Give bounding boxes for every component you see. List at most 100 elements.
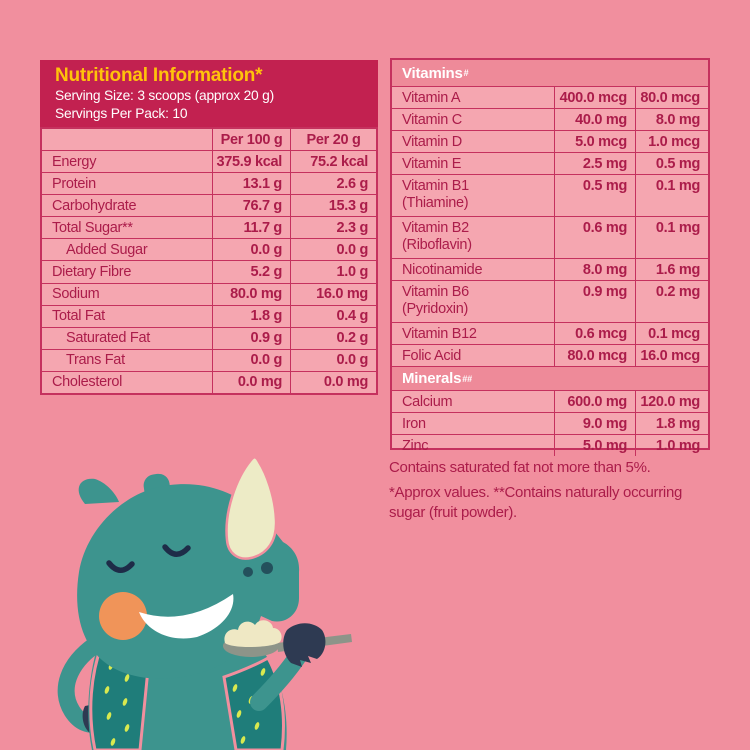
table-row-folic-acid: Folic Acid 80.0 mcg 16.0 mcg: [392, 344, 708, 366]
row-value-per20g: 16.0 mcg: [635, 345, 708, 366]
row-value-per20g: 120.0 mg: [635, 391, 708, 412]
row-value-per100g: 0.6 mcg: [554, 323, 635, 344]
table-row-trans-fat: Trans Fat 0.0 g 0.0 g: [42, 348, 376, 371]
row-value-per20g: 0.0 mg: [290, 371, 376, 393]
row-value-per20g: 0.4 g: [290, 305, 376, 327]
row-label: Vitamin A: [402, 89, 461, 106]
row-label: Zinc: [402, 437, 429, 454]
nutrition-table: Per 100 g Per 20 g Energy 375.9 kcal 75.…: [40, 127, 378, 395]
row-value-per20g: 0.0 g: [290, 349, 376, 371]
row-value-per100g: 76.7 g: [212, 195, 290, 217]
rhino-nostril: [243, 567, 253, 577]
table-row-calcium: Calcium 600.0 mg 120.0 mg: [392, 390, 708, 412]
row-value-per20g: 1.0 mcg: [635, 131, 708, 152]
vitamins-header-label: Vitamins: [402, 64, 463, 82]
row-label: Total Fat: [52, 308, 105, 325]
row-label: Trans Fat: [66, 352, 125, 369]
row-value-per100g: 80.0 mg: [212, 283, 290, 305]
nutritional-info-title: Nutritional Information*: [55, 65, 263, 86]
table-row-total-fat: Total Fat 1.8 g 0.4 g: [42, 304, 376, 327]
footnote-saturated-fat: Contains saturated fat not more than 5%.: [389, 459, 651, 476]
row-value-per100g: 0.0 mg: [212, 371, 290, 393]
table-row-zinc: Zinc 5.0 mg 1.0 mg: [392, 434, 708, 456]
row-label: Protein: [52, 175, 96, 192]
table-row-vitamin-c: Vitamin C 40.0 mg 8.0 mg: [392, 108, 708, 130]
row-label: Cholesterol: [52, 374, 123, 391]
row-value-per20g: 1.6 mg: [635, 259, 708, 280]
row-value-per100g: 0.9 g: [212, 327, 290, 349]
row-value-per100g: 0.5 mg: [554, 175, 635, 216]
rhino-smile: [139, 594, 234, 639]
row-value-per100g: 0.0 g: [212, 349, 290, 371]
row-value-per20g: 0.1 mg: [635, 217, 708, 258]
minerals-section-header: Minerals ##: [392, 366, 708, 390]
row-value-per20g: 0.1 mcg: [635, 323, 708, 344]
row-value-per20g: 2.3 g: [290, 217, 376, 239]
header-spacer: [42, 129, 212, 150]
table-row-vitamin-b6: Vitamin B6 (Pyridoxin) 0.9 mg 0.2 mg: [392, 280, 708, 322]
row-value-per100g: 5.0 mg: [554, 435, 635, 456]
row-value-per100g: 13.1 g: [212, 173, 290, 195]
row-value-per20g: 0.1 mg: [635, 175, 708, 216]
table-row-vitamin-b1: Vitamin B1 (Thiamine) 0.5 mg 0.1 mg: [392, 174, 708, 216]
row-value-per20g: 2.6 g: [290, 173, 376, 195]
table-row-saturated-fat: Saturated Fat 0.9 g 0.2 g: [42, 326, 376, 349]
row-value-per100g: 11.7 g: [212, 217, 290, 239]
row-label: Iron: [402, 415, 426, 432]
table-row-sodium: Sodium 80.0 mg 16.0 mg: [42, 282, 376, 305]
row-label: Sodium: [52, 286, 100, 303]
row-label: Calcium: [402, 393, 453, 410]
table-row-carbohydrate: Carbohydrate 76.7 g 15.3 g: [42, 194, 376, 217]
row-value-per100g: 80.0 mcg: [554, 345, 635, 366]
row-value-per20g: 75.2 kcal: [290, 151, 376, 173]
footnotes: Contains saturated fat not more than 5%.…: [389, 458, 719, 523]
row-value-per100g: 5.2 g: [212, 261, 290, 283]
row-value-per20g: 0.2 mg: [635, 281, 708, 322]
footnote-approx-values: *Approx values. **Contains naturally occ…: [389, 484, 683, 521]
table-row-energy: Energy 375.9 kcal 75.2 kcal: [42, 150, 376, 173]
table-row-protein: Protein 13.1 g 2.6 g: [42, 172, 376, 195]
row-value-per20g: 1.0 g: [290, 261, 376, 283]
rhino-cheek: [99, 592, 147, 640]
row-label: Vitamin C: [402, 111, 462, 128]
rhino-illustration: [57, 456, 352, 750]
row-label: Dietary Fibre: [52, 264, 132, 280]
servings-per-pack-text: Servings Per Pack: 10: [55, 105, 188, 121]
serving-size-text: Serving Size: 3 scoops (approx 20 g): [55, 88, 275, 103]
row-label: Total Sugar**: [52, 219, 133, 236]
row-label: Saturated Fat: [66, 330, 150, 347]
row-value-per20g: 15.3 g: [290, 195, 376, 217]
row-value-per100g: 9.0 mg: [554, 413, 635, 434]
row-value-per100g: 2.5 mg: [554, 153, 635, 174]
table-row-vitamin-b2: Vitamin B2 (Riboflavin) 0.6 mg 0.1 mg: [392, 216, 708, 258]
table-row-iron: Iron 9.0 mg 1.8 mg: [392, 412, 708, 434]
table-row-total-sugar: Total Sugar** 11.7 g 2.3 g: [42, 216, 376, 239]
table-row-dietary-fibre: Dietary Fibre 5.2 g 1.0 g: [42, 260, 376, 283]
row-value-per100g: 8.0 mg: [554, 259, 635, 280]
vitamins-minerals-table: Vitamins # Vitamin A 400.0 mcg 80.0 mcg V…: [390, 58, 710, 456]
row-label: Vitamin B6 (Pyridoxin): [402, 284, 469, 317]
row-label: Folic Acid: [402, 347, 462, 364]
row-value-per20g: 1.0 mg: [635, 435, 708, 456]
table-row-vitamin-d: Vitamin D 5.0 mcg 1.0 mcg: [392, 130, 708, 152]
row-label: Vitamin B2 (Riboflavin): [402, 220, 472, 253]
row-value-per100g: 600.0 mg: [554, 391, 635, 412]
rhino-horn: [225, 456, 278, 560]
nutritional-info-header: Nutritional Information* Serving Size: 3…: [40, 60, 378, 127]
vest-dots: [104, 662, 266, 746]
row-value-per100g: 0.0 g: [212, 239, 290, 261]
row-label: Nicotinamide: [402, 261, 483, 278]
table-row-vitamin-a: Vitamin A 400.0 mcg 80.0 mcg: [392, 86, 708, 108]
row-label: Vitamin B1 (Thiamine): [402, 178, 469, 211]
row-value-per20g: 8.0 mg: [635, 109, 708, 130]
table-header-row: Per 100 g Per 20 g: [42, 129, 376, 151]
row-label: Vitamin D: [402, 133, 462, 150]
minerals-header-label: Minerals: [402, 370, 462, 387]
table-row-vitamin-e: Vitamin E 2.5 mg 0.5 mg: [392, 152, 708, 174]
porridge: [224, 620, 282, 648]
col-header-per-100g: Per 100 g: [212, 129, 290, 151]
row-value-per20g: 16.0 mg: [290, 283, 376, 305]
row-label: Added Sugar: [66, 241, 148, 258]
row-value-per20g: 1.8 mg: [635, 413, 708, 434]
